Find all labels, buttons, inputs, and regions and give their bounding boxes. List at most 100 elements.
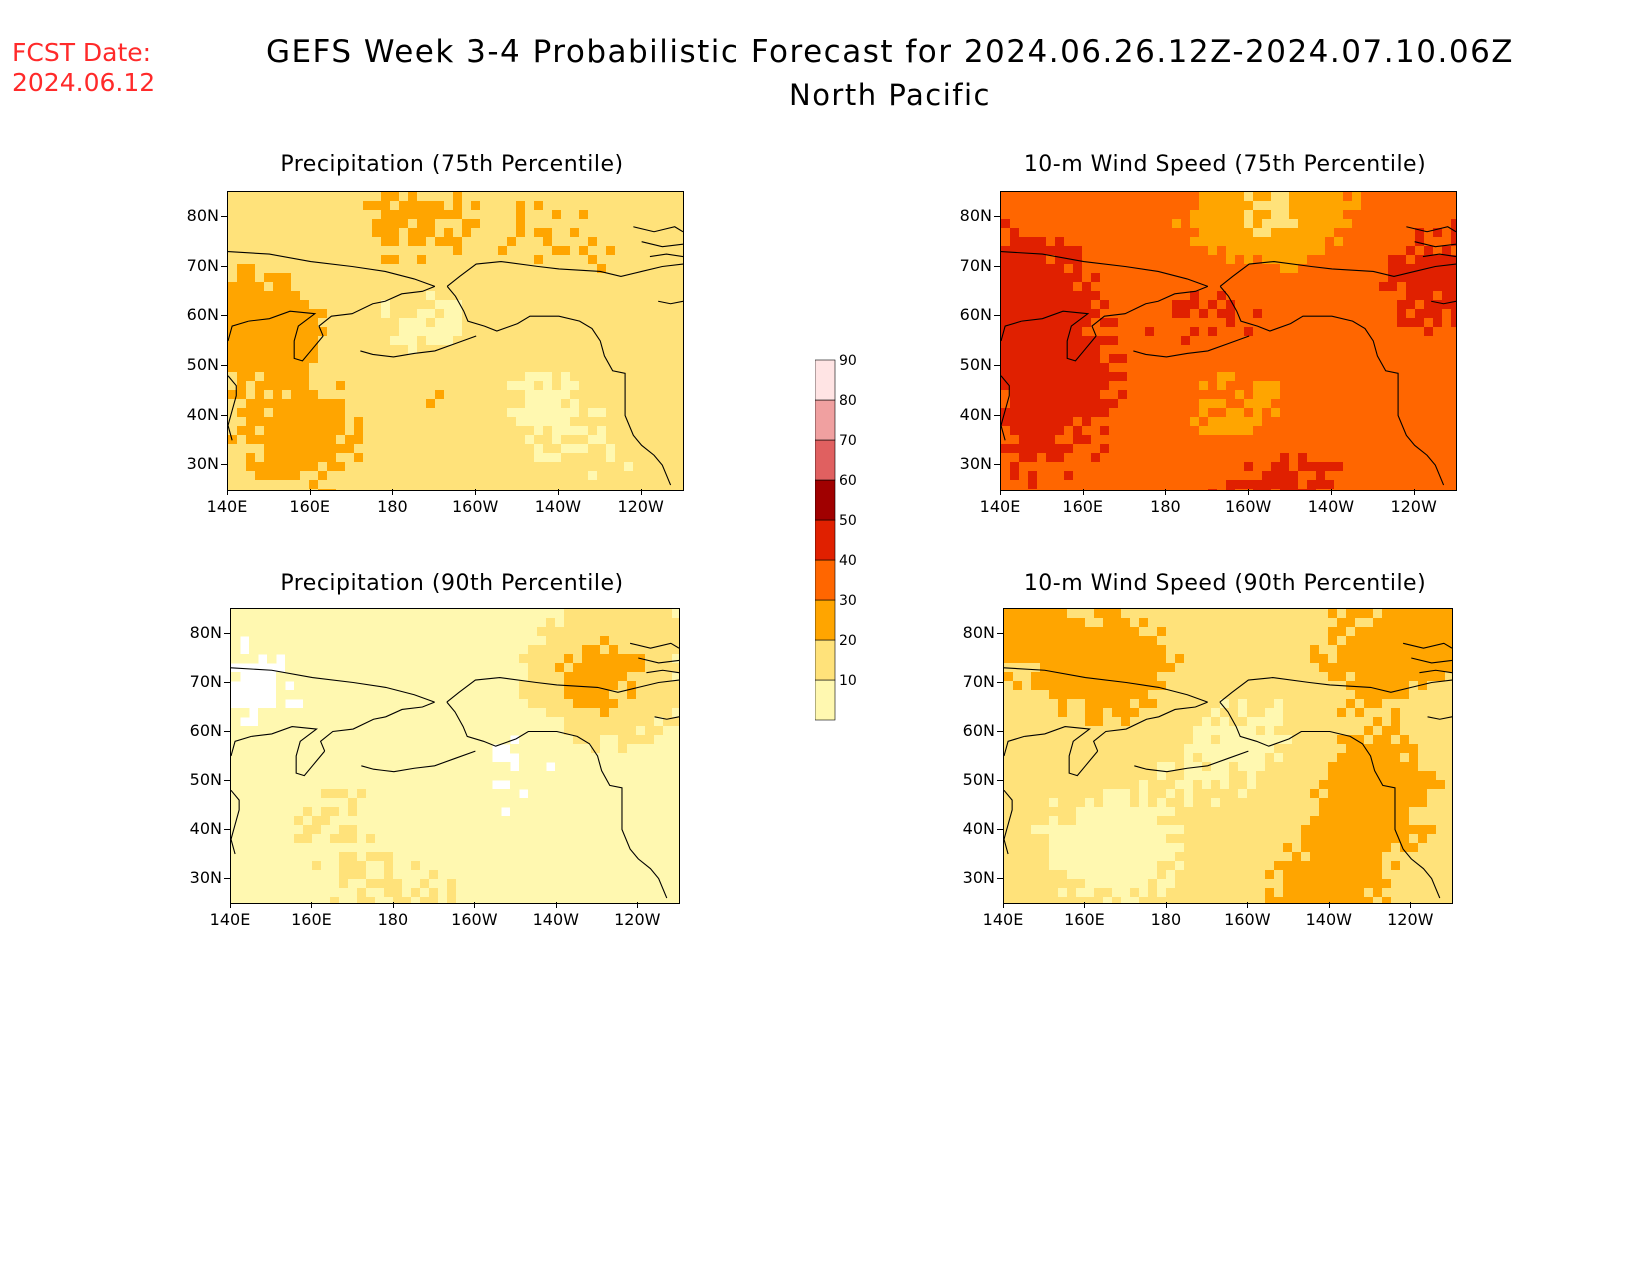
shading-cell bbox=[579, 345, 589, 355]
shading-cell bbox=[462, 426, 472, 436]
shading-cell bbox=[1172, 219, 1182, 229]
shading-cell bbox=[1433, 219, 1443, 229]
shading-cell bbox=[1298, 372, 1308, 382]
map-wind-75[interactable] bbox=[1000, 191, 1457, 491]
shading-cell bbox=[1451, 228, 1456, 238]
shading-cell bbox=[228, 255, 238, 265]
shading-cell bbox=[399, 228, 409, 238]
shading-cell bbox=[1379, 354, 1389, 364]
shading-cell bbox=[258, 708, 268, 718]
shading-cell bbox=[1154, 390, 1164, 400]
shading-cell bbox=[303, 690, 313, 700]
shading-cell bbox=[390, 489, 400, 490]
shading-cell bbox=[633, 444, 643, 454]
shading-cell bbox=[1028, 471, 1038, 481]
shading-cell bbox=[354, 264, 364, 274]
shading-cell bbox=[1073, 381, 1083, 391]
shading-cell bbox=[345, 210, 355, 220]
shading-cell bbox=[1118, 219, 1128, 229]
shading-cell bbox=[345, 471, 355, 481]
shading-cell bbox=[348, 870, 358, 880]
shading-cell bbox=[1046, 201, 1056, 211]
shading-cell bbox=[1316, 462, 1326, 472]
coastline bbox=[228, 320, 249, 342]
shading-cell bbox=[318, 480, 328, 490]
shading-cell bbox=[246, 345, 256, 355]
shading-cell bbox=[1127, 300, 1137, 310]
shading-cell bbox=[294, 663, 304, 673]
shading-cell bbox=[447, 879, 457, 889]
shading-cell bbox=[1217, 480, 1227, 490]
shading-cell bbox=[447, 708, 457, 718]
shading-cell bbox=[426, 300, 436, 310]
shading-cell bbox=[1091, 201, 1101, 211]
shading-cell bbox=[309, 408, 319, 418]
shading-cell bbox=[345, 435, 355, 445]
shading-cell bbox=[624, 228, 634, 238]
shading-cell bbox=[1415, 201, 1425, 211]
shading-cell bbox=[438, 717, 448, 727]
shading-cell bbox=[483, 798, 493, 808]
shading-cell bbox=[390, 210, 400, 220]
shading-cell bbox=[444, 444, 454, 454]
shading-cell bbox=[273, 372, 283, 382]
shading-cell bbox=[1271, 255, 1281, 265]
shading-cell bbox=[555, 726, 565, 736]
shading-cell bbox=[1424, 210, 1434, 220]
shading-cell bbox=[258, 609, 268, 619]
shading-cell bbox=[1289, 300, 1299, 310]
shading-cell bbox=[357, 618, 367, 628]
shading-cell bbox=[348, 654, 358, 664]
shading-cell bbox=[426, 480, 436, 490]
shading-cell bbox=[1361, 309, 1371, 319]
shading-cell bbox=[606, 462, 616, 472]
shading-cell bbox=[678, 354, 683, 364]
shading-cell bbox=[255, 300, 265, 310]
shading-cell bbox=[237, 435, 247, 445]
shading-cell bbox=[1424, 489, 1434, 490]
shading-cell bbox=[1064, 381, 1074, 391]
shading-cell bbox=[1208, 210, 1218, 220]
shading-cell bbox=[1415, 489, 1425, 490]
shading-cell bbox=[1433, 426, 1443, 436]
shading-cell bbox=[609, 654, 619, 664]
shading-cell bbox=[579, 417, 589, 427]
shading-cell bbox=[642, 408, 652, 418]
shading-cell bbox=[555, 789, 565, 799]
map-precipitation-90[interactable] bbox=[230, 608, 680, 904]
shading-cell bbox=[330, 879, 340, 889]
shading-cell bbox=[507, 462, 517, 472]
shading-cell bbox=[1190, 291, 1200, 301]
shading-cell bbox=[663, 780, 673, 790]
shading-cell bbox=[645, 870, 655, 880]
shading-cell bbox=[1433, 228, 1443, 238]
shading-cell bbox=[381, 444, 391, 454]
shading-cell bbox=[528, 672, 538, 682]
shading-cell bbox=[348, 879, 358, 889]
shading-cell bbox=[465, 672, 475, 682]
shading-cell bbox=[336, 372, 346, 382]
shading-cell bbox=[1388, 264, 1398, 274]
shading-cell bbox=[309, 336, 319, 346]
shading-cell bbox=[399, 435, 409, 445]
shading-cell bbox=[312, 789, 322, 799]
shading-cell bbox=[384, 645, 394, 655]
shading-cell bbox=[543, 264, 553, 274]
shading-cell bbox=[1091, 426, 1101, 436]
shading-cell bbox=[1136, 444, 1146, 454]
shading-cell bbox=[1235, 309, 1245, 319]
shading-cell bbox=[1109, 309, 1119, 319]
shading-cell bbox=[1064, 192, 1074, 202]
shading-cell bbox=[597, 462, 607, 472]
shading-cell bbox=[672, 663, 679, 673]
shading-cell bbox=[507, 408, 517, 418]
shading-cell bbox=[552, 489, 562, 490]
shading-cell bbox=[660, 201, 670, 211]
shading-cell bbox=[1055, 453, 1065, 463]
shading-cell bbox=[564, 744, 574, 754]
shading-cell bbox=[1244, 471, 1254, 481]
shading-cell bbox=[438, 726, 448, 736]
shading-cell bbox=[1109, 336, 1119, 346]
map-precipitation-75[interactable] bbox=[227, 191, 684, 491]
shading-cell bbox=[651, 309, 661, 319]
